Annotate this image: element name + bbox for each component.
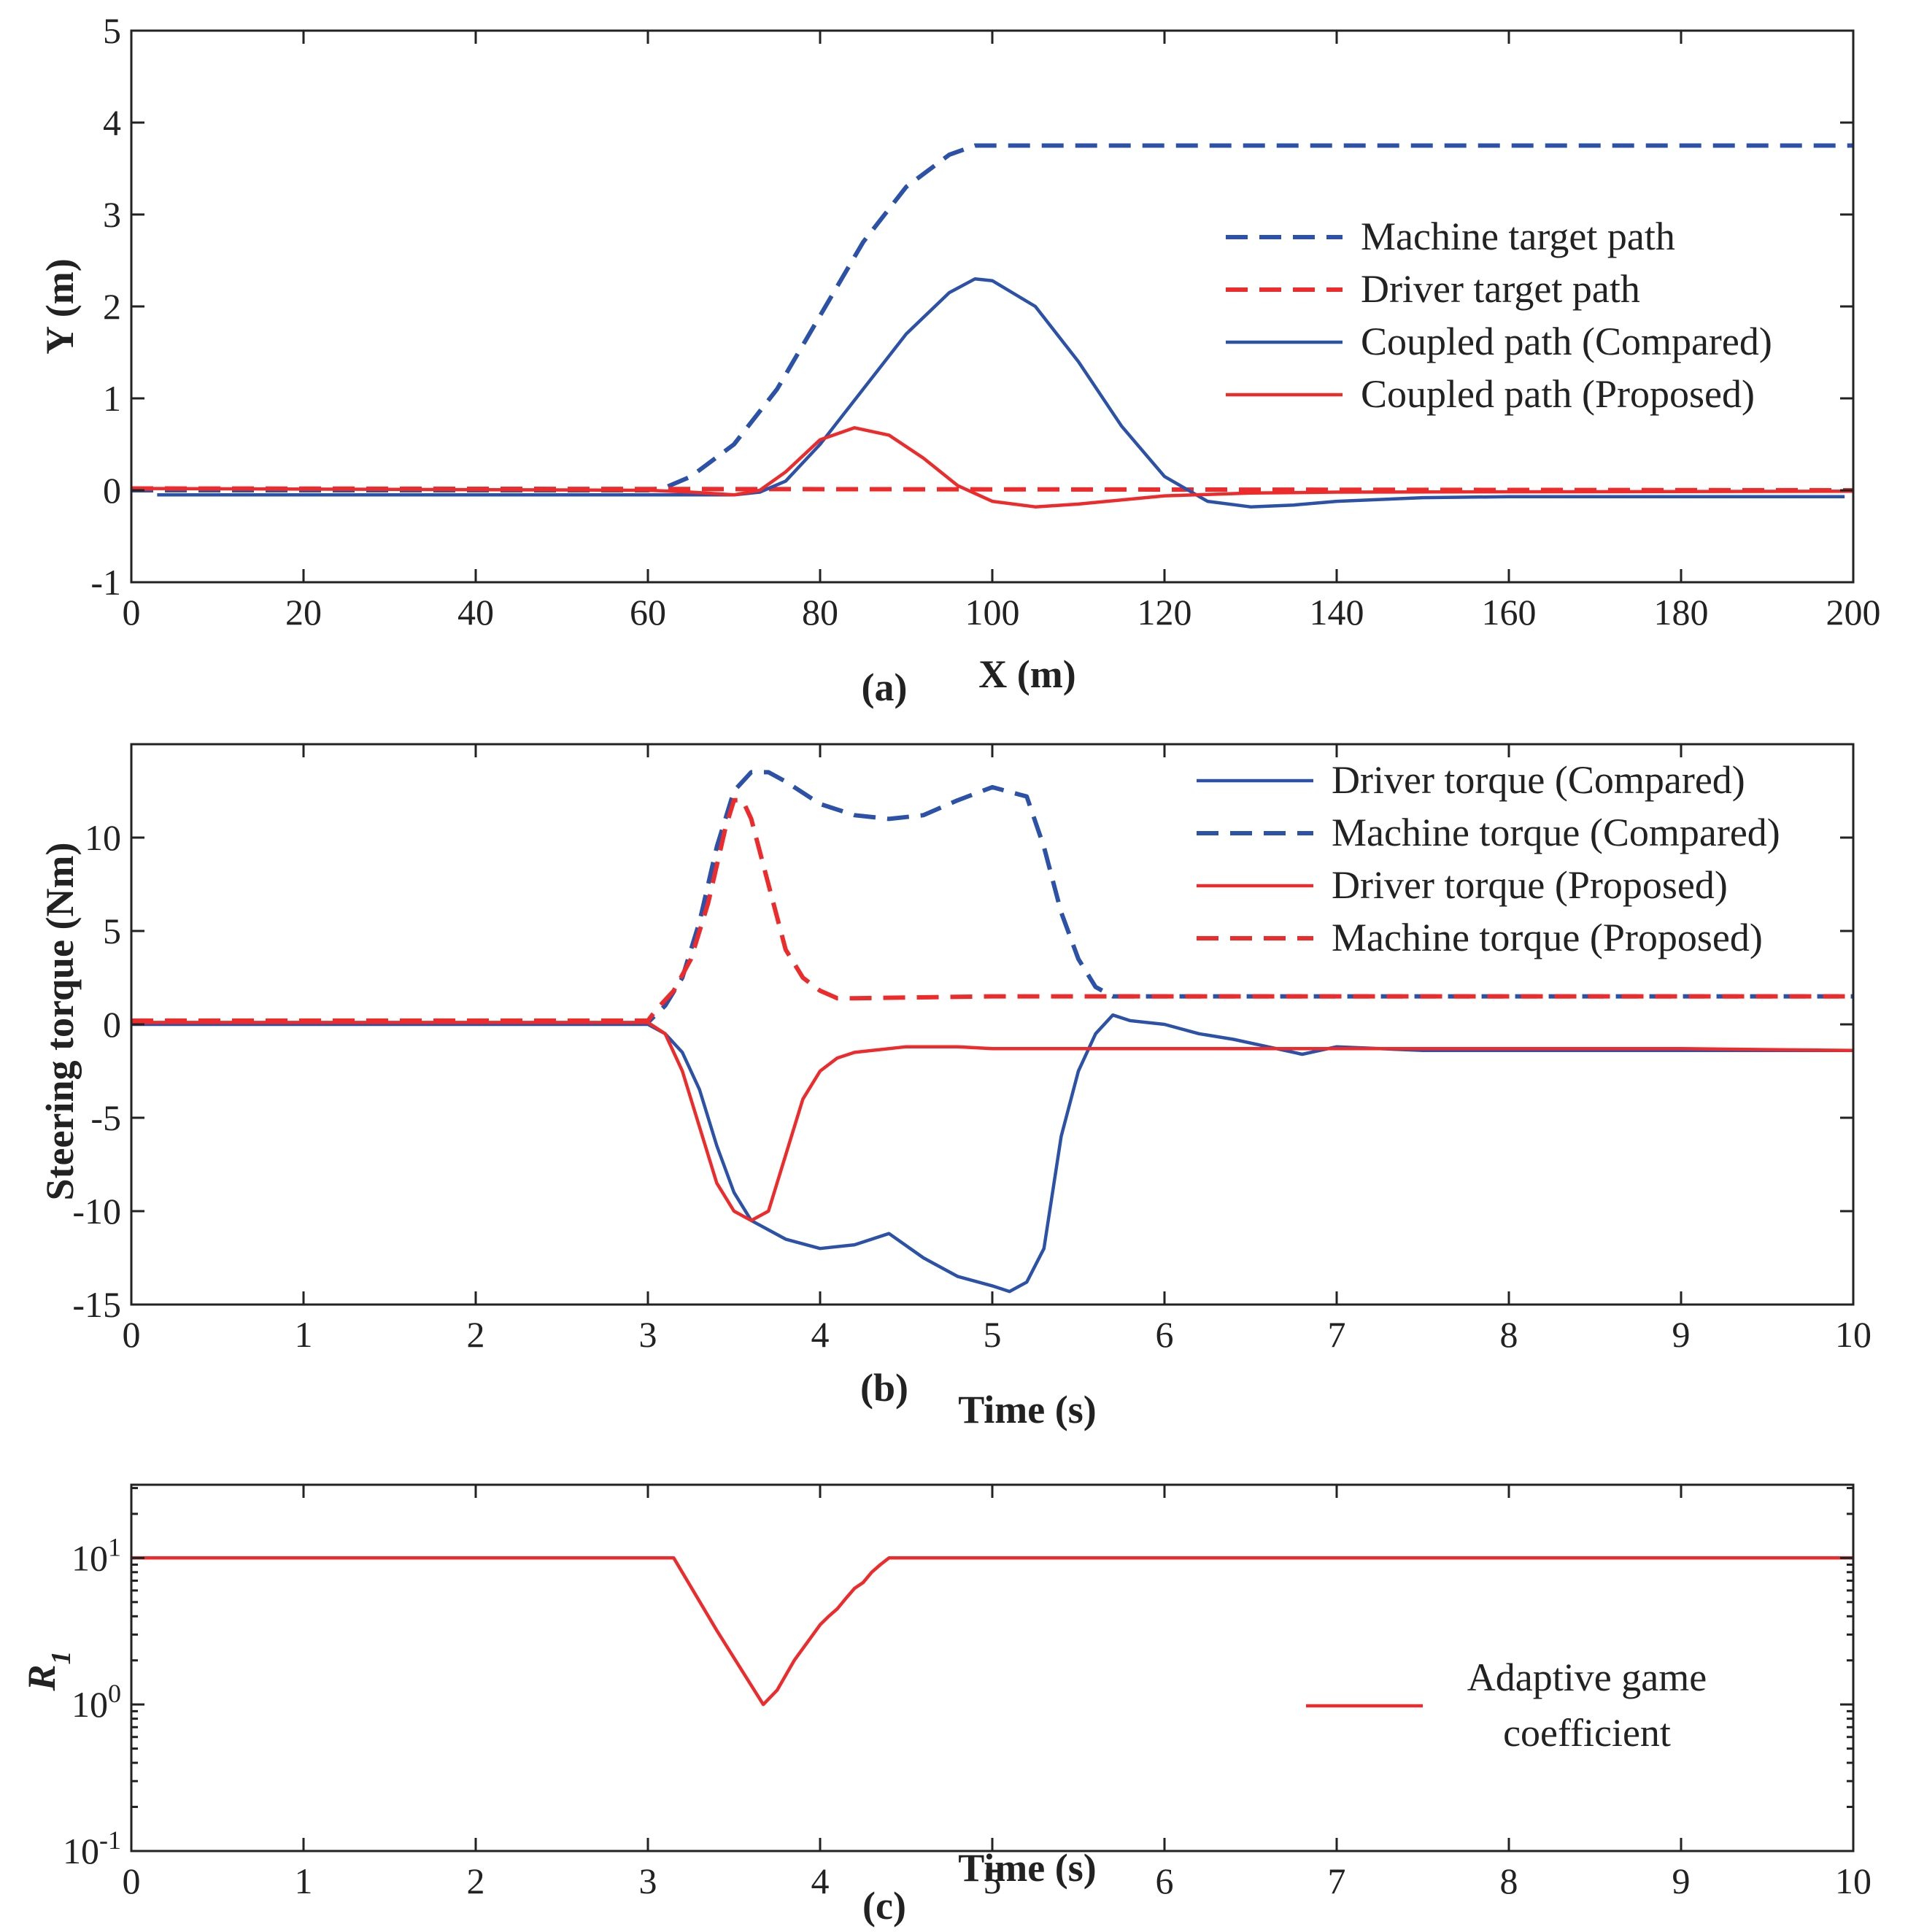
- panel-b-torque-chart: 0 1 2 3 4 5 6 7 8 9 10 -15 -10 -5 0 5 10 Time (s) Steeri…: [38, 743, 1871, 1431]
- panel-b-legend: Driver torque (Compared) Machine torque (…: [1197, 758, 1780, 959]
- y-tick-label: 5: [103, 911, 121, 951]
- x-tick-label: 4: [811, 1860, 830, 1901]
- legend-label: Machine torque (Proposed): [1332, 916, 1763, 959]
- x-tick-label: 6: [1156, 1860, 1174, 1901]
- x-tick-label: 40: [457, 592, 494, 633]
- x-tick-label: 200: [1826, 592, 1881, 633]
- x-tick-label: 2: [467, 1860, 485, 1901]
- y-tick-exponent: 0: [108, 1679, 121, 1708]
- x-tick-label: 140: [1310, 592, 1364, 633]
- series-line-machine-torque-compared: [131, 770, 1853, 1025]
- x-tick-label: 8: [1500, 1860, 1518, 1901]
- series-line-machine-target-path: [131, 143, 1853, 492]
- y-tick-label: -5: [90, 1097, 121, 1138]
- y-tick-base: 10: [72, 1684, 108, 1725]
- series-line-coupled-path-compared: [157, 277, 1845, 509]
- panel-b-axes-frame: [130, 743, 1855, 1306]
- legend-label: Machine torque (Compared): [1332, 811, 1780, 854]
- x-tick-label: 100: [965, 592, 1020, 633]
- x-tick-label: 9: [1672, 1860, 1691, 1901]
- legend-label: Driver target path: [1361, 267, 1640, 311]
- y-tick-exponent: -1: [99, 1825, 121, 1855]
- y-tick-label: -10: [72, 1191, 121, 1232]
- y-tick-label: 0: [103, 1004, 121, 1045]
- x-tick-label: 120: [1137, 592, 1192, 633]
- y-tick-label: 101: [72, 1532, 121, 1578]
- y-tick-label: -15: [72, 1284, 121, 1325]
- y-tick-base: 10: [72, 1537, 108, 1578]
- x-tick-label: 9: [1672, 1314, 1691, 1355]
- legend-label: Driver torque (Compared): [1332, 758, 1745, 802]
- panel-a-y-axis-label: Y (m): [38, 258, 82, 354]
- x-tick-label: 7: [1328, 1860, 1346, 1901]
- panel-c-y-axis-label: R1: [20, 1650, 77, 1691]
- panel-a-legend: Machine target path Driver target path Cou…: [1226, 215, 1772, 416]
- x-tick-label: 80: [802, 592, 838, 633]
- y-tick-label: 0: [103, 470, 121, 511]
- x-tick-label: 8: [1500, 1314, 1518, 1355]
- series-line-driver-torque-proposed: [131, 1021, 1854, 1223]
- panel-b-x-axis-label: Time (s): [958, 1388, 1096, 1431]
- x-tick-label: 180: [1654, 592, 1709, 633]
- series-line-adaptive-game-coefficient: [131, 1556, 1853, 1707]
- series-line-driver-torque-compared: [131, 1013, 1853, 1294]
- y-tick-base: 10: [63, 1831, 99, 1871]
- y-tick-label: 1: [103, 378, 121, 419]
- x-tick-label: 10: [1835, 1860, 1871, 1901]
- x-tick-label: 20: [285, 592, 322, 633]
- x-tick-label: 5: [984, 1860, 1002, 1901]
- y-tick-label: 3: [103, 194, 121, 235]
- panel-c-label: (c): [862, 1884, 906, 1928]
- legend-label: Coupled path (Proposed): [1361, 372, 1755, 416]
- x-tick-label: 1: [295, 1860, 313, 1901]
- panel-a-x-axis-label: X (m): [978, 652, 1075, 696]
- y-tick-exponent: 1: [108, 1532, 121, 1561]
- y-tick-label: 100: [72, 1679, 121, 1725]
- y-tick-label: 2: [103, 286, 121, 327]
- legend-label: Machine target path: [1361, 215, 1675, 258]
- y-tick-label: -1: [90, 562, 121, 603]
- legend-label: coefficient: [1503, 1711, 1671, 1755]
- panel-b-y-axis-label: Steering torque (Nm): [38, 843, 82, 1201]
- legend-label: Adaptive game: [1467, 1655, 1707, 1699]
- x-tick-label: 3: [639, 1860, 657, 1901]
- y-tick-label: 10-1: [63, 1825, 121, 1871]
- panel-c-legend: Adaptive game coefficient: [1306, 1655, 1707, 1755]
- x-tick-label: 1: [295, 1314, 313, 1355]
- legend-label: Coupled path (Compared): [1361, 320, 1772, 363]
- x-tick-label: 6: [1156, 1314, 1174, 1355]
- legend-label: Driver torque (Proposed): [1332, 863, 1728, 907]
- panel-c-x-axis-label: Time (s): [958, 1846, 1096, 1890]
- y-tick-label: 5: [103, 10, 121, 51]
- x-tick-label: 4: [811, 1314, 830, 1355]
- y-tick-label: 4: [103, 102, 121, 143]
- series-line-coupled-path-proposed: [131, 426, 1854, 509]
- x-tick-label: 2: [467, 1314, 485, 1355]
- x-tick-label: 5: [984, 1314, 1002, 1355]
- series-line-machine-torque-proposed: [131, 797, 1853, 1023]
- x-tick-label: 10: [1835, 1314, 1871, 1355]
- x-tick-label: 3: [639, 1314, 657, 1355]
- x-tick-label: 0: [123, 1314, 141, 1355]
- panel-c-axes-frame: [130, 1483, 1855, 1852]
- panel-a-axes-frame: [130, 29, 1855, 584]
- x-tick-label: 7: [1328, 1314, 1346, 1355]
- x-tick-label: 160: [1482, 592, 1537, 633]
- panel-a-label: (a): [862, 665, 908, 709]
- x-tick-label: 0: [123, 592, 141, 633]
- x-tick-label: 0: [123, 1860, 141, 1901]
- panel-b-label: (b): [860, 1366, 908, 1410]
- y-tick-label: 10: [85, 817, 121, 858]
- x-tick-label: 60: [630, 592, 666, 633]
